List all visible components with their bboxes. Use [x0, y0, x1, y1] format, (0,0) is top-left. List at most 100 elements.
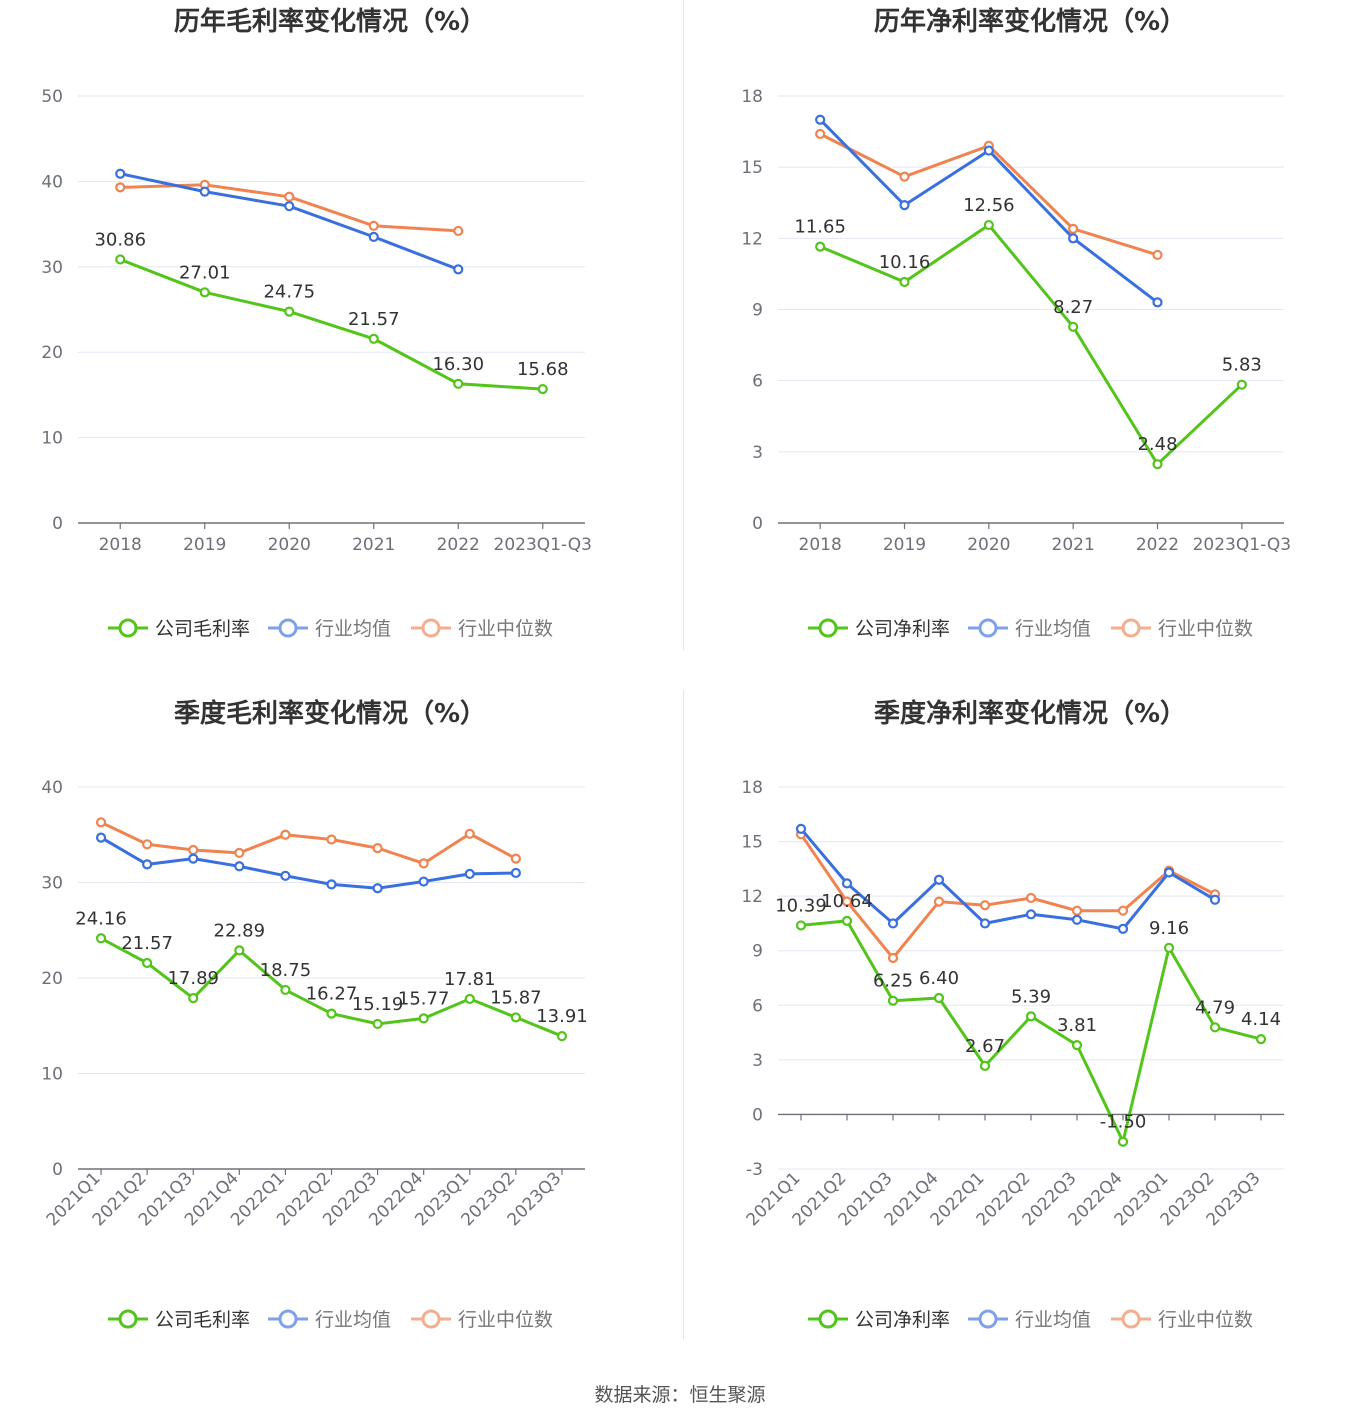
series-line-industry-mean — [100, 836, 516, 890]
data-point — [1163, 942, 1175, 953]
x-tick-label: 2020 — [967, 535, 1010, 555]
series-line-industry-mean — [799, 827, 1216, 931]
data-point — [1068, 321, 1079, 332]
y-tick-label: 20 — [41, 343, 63, 363]
data-point — [537, 383, 548, 395]
data-point — [115, 168, 126, 179]
y-tick-label: 0 — [752, 514, 763, 534]
data-point — [280, 984, 291, 996]
data-point — [887, 918, 899, 929]
data-point — [464, 828, 475, 839]
legend-label: 行业均值 — [1015, 618, 1091, 640]
data-label: 6.40 — [919, 968, 959, 989]
data-label: 30.86 — [94, 229, 146, 250]
chart-title: 历年毛利率变化情况（%） — [174, 6, 486, 37]
y-tick-label: 18 — [741, 87, 763, 107]
y-tick-label: 18 — [741, 778, 763, 798]
x-tick-label: 2023Q1-Q3 — [1193, 535, 1291, 555]
legend-label: 公司净利率 — [855, 618, 950, 640]
legend-marker — [421, 618, 441, 638]
series-line-company — [800, 919, 1262, 1144]
data-label: 10.16 — [879, 252, 931, 273]
y-tick-label: 40 — [41, 778, 63, 798]
y-tick-label: 30 — [41, 258, 63, 278]
legend-marker — [278, 618, 298, 638]
data-point — [815, 241, 826, 252]
x-tick-label: 2018 — [99, 535, 142, 555]
data-point — [188, 844, 199, 856]
data-point — [887, 995, 899, 1006]
data-label: 8.27 — [1053, 297, 1093, 318]
data-label: 17.89 — [167, 968, 219, 989]
data-point — [234, 847, 245, 858]
y-tick-label: 12 — [741, 229, 763, 249]
y-tick-label: -3 — [746, 1160, 763, 1180]
data-point — [1025, 909, 1037, 920]
data-label: 5.83 — [1222, 355, 1262, 376]
data-point — [983, 219, 994, 231]
x-tick-label: 2018 — [799, 535, 842, 555]
data-point — [1068, 223, 1079, 234]
y-tick-label: 3 — [752, 1051, 763, 1071]
data-source: 数据来源：恒生聚源 — [0, 1380, 1360, 1407]
legend-marker — [978, 1309, 998, 1329]
data-point — [418, 1013, 429, 1024]
data-point — [841, 896, 853, 907]
data-point — [453, 264, 464, 275]
y-tick-label: 40 — [41, 172, 63, 192]
data-point — [1152, 249, 1163, 261]
data-point — [815, 114, 826, 125]
chart-title: 季度净利率变化情况（%） — [874, 698, 1186, 729]
data-label: 16.27 — [306, 984, 358, 1005]
data-label: 11.65 — [794, 217, 846, 238]
data-point — [933, 874, 945, 885]
data-label: 22.89 — [214, 920, 266, 941]
data-label: 15.87 — [490, 987, 542, 1008]
chart-annual-gross: 历年毛利率变化情况（%） 0 10 20 30 40 50 2018 2019 2020 2021 2… — [41, 6, 592, 640]
series-line-industry-median — [100, 820, 517, 865]
data-label: 10.64 — [821, 891, 873, 912]
y-tick-label: 9 — [752, 942, 763, 962]
data-point — [234, 861, 245, 872]
data-label: 9.16 — [1149, 918, 1189, 939]
data-point — [372, 843, 383, 854]
legend-marker — [818, 618, 838, 638]
data-label: 15.68 — [517, 359, 569, 380]
x-tick-label: 2021 — [352, 535, 395, 555]
data-point — [326, 834, 337, 845]
data-label: 17.81 — [444, 969, 496, 990]
data-point — [1163, 867, 1175, 878]
legend-marker — [1121, 1309, 1141, 1329]
data-label: -1.50 — [1100, 1112, 1147, 1133]
data-point — [453, 225, 464, 237]
data-point — [887, 952, 899, 964]
data-label: 12.56 — [963, 195, 1015, 216]
data-point — [510, 853, 521, 864]
legend-label: 行业中位数 — [1158, 618, 1253, 640]
y-tick-label: 6 — [752, 996, 763, 1016]
legend-label: 行业中位数 — [458, 1309, 553, 1331]
data-label: 13.91 — [536, 1006, 588, 1027]
data-point — [899, 276, 910, 288]
data-point — [418, 858, 429, 869]
data-point — [234, 945, 245, 956]
data-point — [841, 878, 853, 889]
data-point — [795, 823, 807, 834]
data-point — [933, 992, 945, 1004]
data-point — [815, 128, 826, 140]
data-point — [372, 883, 383, 894]
data-point — [1152, 297, 1163, 308]
legend-label: 公司毛利率 — [155, 1309, 250, 1331]
data-point — [95, 933, 107, 944]
y-tick-label: 10 — [41, 1065, 63, 1085]
data-label: 15.19 — [352, 994, 404, 1015]
data-point — [1255, 1034, 1267, 1045]
legend-label: 公司毛利率 — [155, 618, 250, 640]
series-line-industry-median — [799, 833, 1216, 960]
data-point — [979, 900, 991, 911]
data-point — [372, 1018, 383, 1030]
data-point — [1117, 905, 1129, 916]
data-point — [1025, 892, 1037, 904]
data-point — [142, 859, 153, 870]
